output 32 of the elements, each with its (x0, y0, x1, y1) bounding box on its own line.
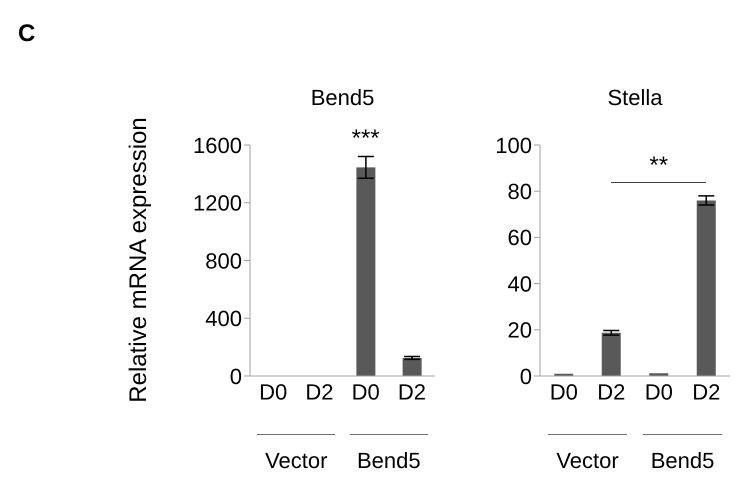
y-tick-label: 0 (520, 364, 532, 389)
bar (602, 332, 621, 376)
x-tick-label: D2 (398, 380, 426, 405)
x-tick-label: D0 (644, 380, 673, 405)
text: C (18, 20, 36, 48)
text: Bend5 (356, 448, 422, 474)
y-tick-label: 60 (508, 225, 532, 250)
y-tick-label: 20 (508, 318, 532, 343)
x-tick-label: D0 (259, 380, 288, 405)
y-tick-label: 0 (230, 364, 242, 389)
chart-title: Bend5 (310, 85, 376, 111)
x-tick-label: D0 (352, 380, 380, 405)
text: Vector (265, 448, 328, 473)
y-tick-label: 40 (508, 271, 532, 296)
x-tick-label: D2 (597, 380, 626, 405)
x-tick-label: D2 (305, 380, 334, 405)
x-tick-label: D2 (692, 380, 720, 405)
bar (696, 200, 716, 376)
text: Vector (555, 448, 620, 474)
y-tick-label: 400 (205, 306, 242, 332)
y-tick-label: 80 (508, 179, 532, 204)
y-tick-label: 100 (495, 132, 532, 158)
y-axis-title: Relative mRNA expression (125, 117, 152, 403)
x-tick-label: D0 (550, 380, 578, 405)
y-tick-label: 1600 (193, 132, 242, 158)
chart-title: Stella (606, 85, 664, 111)
annotation: ** (648, 152, 670, 180)
y-tick-label: 800 (205, 248, 242, 274)
annotation: *** (350, 124, 381, 153)
text: Bend5 (650, 448, 716, 474)
bar (649, 373, 668, 376)
y-tick-label: 1200 (193, 190, 242, 216)
